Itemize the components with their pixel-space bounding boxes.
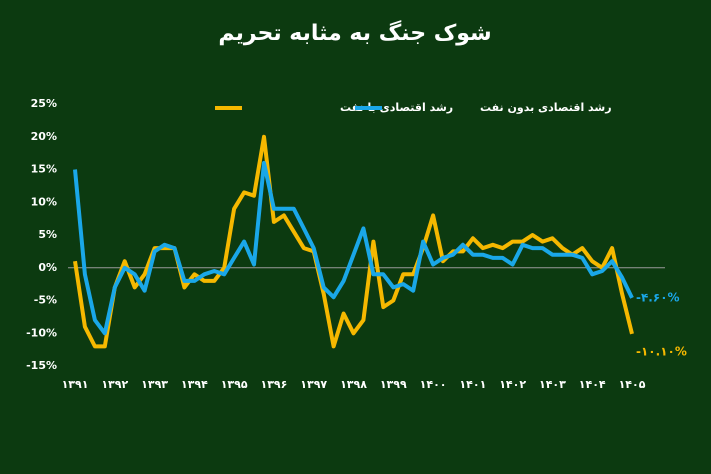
y-tick-label: 15% — [31, 163, 57, 176]
x-tick-label: ۱۳۹۴ — [181, 378, 208, 391]
x-tick-label: ۱۳۹۶ — [260, 378, 287, 391]
x-tick-label: ۱۴۰۳ — [539, 378, 566, 391]
x-tick-label: ۱۴۰۴ — [579, 378, 606, 391]
x-tick-label: ۱۳۹۷ — [300, 378, 327, 391]
x-tick-label: ۱۳۹۹ — [380, 378, 407, 391]
y-tick-label: 5% — [38, 228, 57, 241]
y-tick-label: 20% — [31, 130, 57, 143]
line-series — [73, 160, 634, 336]
x-tick-label: ۱۴۰۵ — [619, 378, 646, 391]
y-tick-label: -15% — [26, 359, 57, 372]
y-tick-label: 25% — [31, 97, 57, 110]
y-tick-label: -5% — [34, 294, 57, 307]
x-tick-label: ۱۳۹۸ — [340, 378, 367, 391]
line-series — [73, 134, 634, 349]
y-tick-label: 0% — [38, 261, 57, 274]
chart-title: شوک جنگ به مثابه تحریم — [218, 19, 491, 46]
x-tick-label: ۱۴۰۰ — [420, 378, 447, 391]
x-tick-label: ۱۴۰۲ — [499, 378, 526, 391]
x-tick-label: ۱۳۹۱ — [62, 378, 89, 391]
y-tick-label: 10% — [31, 195, 57, 208]
legend-label: رشد اقتصادی بدون نفت — [480, 101, 612, 114]
x-tick-label: ۱۳۹۲ — [101, 378, 128, 391]
value-label: -۱۰.۱۰% — [636, 344, 687, 358]
y-tick-label: -10% — [26, 326, 57, 339]
x-tick-label: ۱۳۹۳ — [141, 378, 168, 391]
x-tick-label: ۱۳۹۵ — [221, 378, 248, 391]
value-label: -۴.۶۰% — [636, 290, 680, 304]
legend-label: رشد اقتصادی با نفت — [340, 101, 453, 114]
x-tick-label: ۱۴۰۱ — [459, 378, 486, 391]
